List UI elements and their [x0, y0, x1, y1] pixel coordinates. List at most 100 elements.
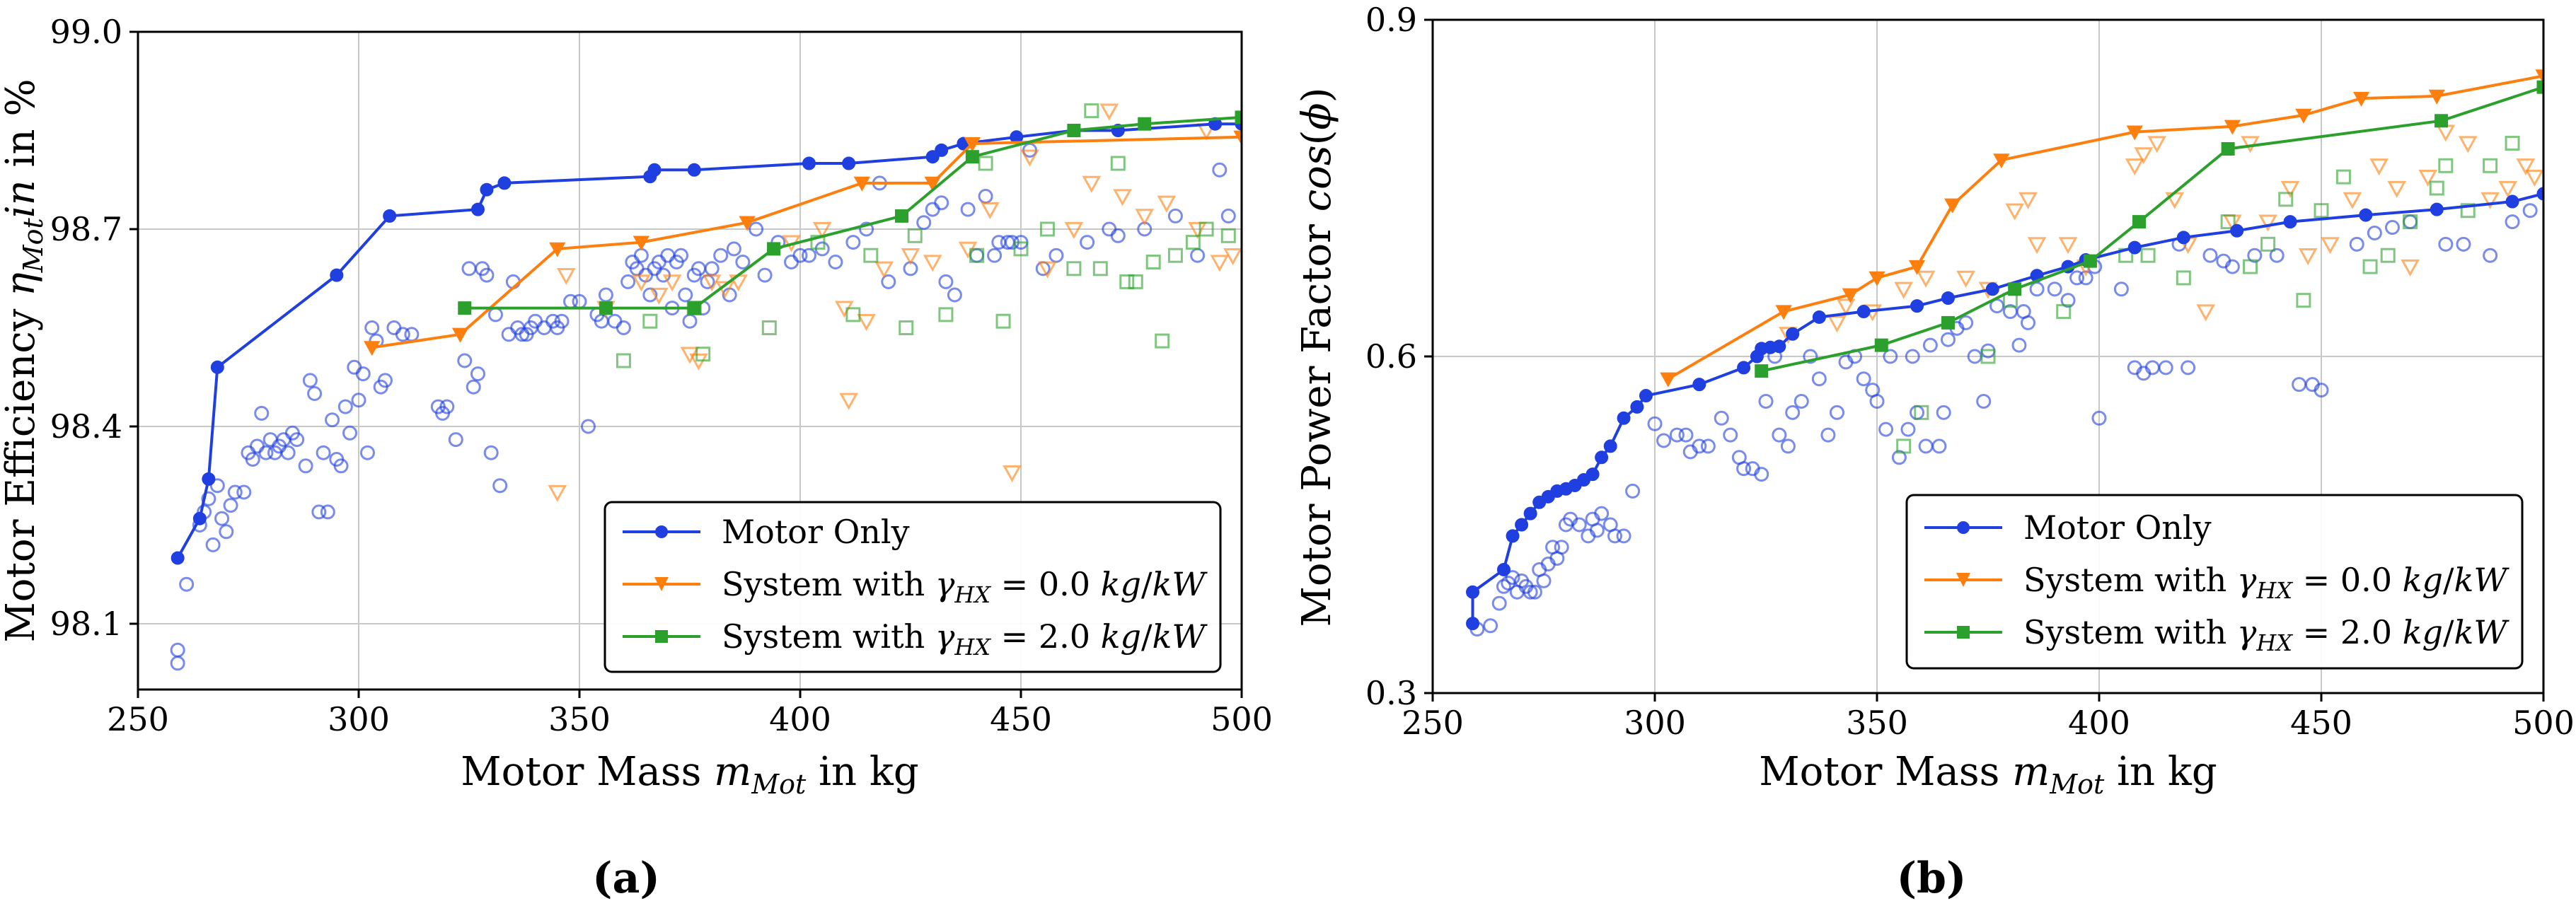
data-point [735, 255, 751, 269]
data-point [2134, 147, 2154, 165]
data-point [674, 248, 689, 263]
front-point [2435, 114, 2449, 128]
data-point [1785, 405, 1801, 420]
data-point [1145, 255, 1161, 269]
data-point [980, 202, 1000, 219]
x-axis-label-a: Motor Mass mMot in kg [461, 749, 918, 800]
x-tick-label: 400 [2068, 704, 2130, 742]
plot-area-a [170, 103, 1242, 671]
front-point [1466, 585, 1480, 599]
data-point [536, 320, 552, 335]
front-triangle-down [364, 130, 1242, 356]
data-point [839, 392, 858, 410]
front-circle [1466, 187, 2543, 631]
front-point [210, 360, 224, 374]
front-point [1812, 310, 1826, 324]
data-point [1772, 427, 1787, 443]
data-point [969, 248, 985, 263]
cloud-square [1896, 136, 2520, 454]
front-point [739, 216, 756, 231]
front-point [1138, 117, 1152, 131]
front-point [2176, 231, 2190, 245]
front-point [2430, 202, 2444, 216]
front-point [1067, 124, 1081, 137]
data-point [1110, 228, 1126, 243]
data-point [1536, 573, 1552, 588]
data-point [620, 274, 636, 289]
series-line [464, 115, 1242, 310]
data-point [298, 458, 313, 474]
data-point [812, 221, 832, 239]
legend-a: Motor Only System with γHX = 0.0 kg/kW S… [603, 501, 1222, 673]
data-point [1099, 103, 1119, 121]
data-point [1780, 438, 1796, 454]
front-point [1985, 282, 1999, 296]
data-point [1220, 228, 1236, 243]
data-point [1199, 221, 1214, 237]
data-point [995, 313, 1011, 329]
data-point [2247, 248, 2263, 263]
data-point [726, 241, 741, 257]
data-point [2027, 237, 2047, 255]
front-point [2224, 120, 2241, 135]
data-point [1571, 517, 1587, 533]
data-point [364, 320, 380, 335]
front-point [1603, 439, 1617, 453]
front-point [1941, 315, 1955, 330]
data-point [1758, 393, 1774, 409]
data-point [761, 320, 777, 335]
front-square [1755, 80, 2543, 378]
svg-text:Motor Only: Motor Only [722, 513, 910, 551]
front-point [497, 176, 512, 190]
data-b [1466, 69, 2543, 637]
x-tick-label: 300 [328, 700, 390, 738]
data-point [857, 314, 876, 332]
data-point [2224, 259, 2240, 274]
data-point [1836, 298, 1856, 316]
data-point [749, 221, 764, 237]
data-point [1931, 438, 1947, 454]
front-point [647, 163, 662, 177]
data-point [580, 419, 596, 434]
panel-b: 250 300 350 400 450 500 0.3 0.6 0.9 Motor Mass … [1294, 1, 2575, 903]
front-point [364, 341, 381, 356]
data-point [695, 347, 711, 362]
front-point [964, 136, 981, 152]
data-point [170, 642, 185, 658]
front-point [451, 327, 469, 343]
data-point [1883, 349, 1898, 364]
data-point [2005, 203, 2025, 221]
front-point [2127, 240, 2142, 255]
front-point [2536, 187, 2543, 201]
front-point [965, 150, 979, 164]
data-point [828, 255, 843, 269]
data-point [2176, 270, 2191, 286]
data-point [2483, 248, 2498, 263]
data-point [1491, 595, 1507, 611]
data-point [2367, 225, 2382, 240]
data-point [2314, 383, 2329, 398]
data-point [1869, 393, 1885, 409]
data-point [466, 379, 481, 395]
plot-area-b [1466, 69, 2543, 637]
data-point [2438, 158, 2454, 173]
data-point [483, 445, 499, 460]
y-ticks-b: 0.3 0.6 0.9 [1365, 1, 1433, 712]
front-point [687, 301, 701, 315]
data-point [2113, 281, 2129, 297]
data-point [2516, 158, 2536, 176]
x-tick-label: 300 [1624, 704, 1686, 742]
data-point [2278, 192, 2294, 207]
data-point [245, 452, 260, 467]
front-point [458, 301, 472, 315]
data-point [704, 261, 720, 277]
data-point [2403, 214, 2418, 230]
data-point [1723, 427, 1738, 443]
front-point [842, 156, 856, 170]
data-point [1066, 261, 1082, 277]
front-point [1993, 153, 2010, 169]
data-point [1914, 405, 1929, 420]
data-point [2505, 214, 2520, 230]
front-point [1617, 411, 1631, 425]
